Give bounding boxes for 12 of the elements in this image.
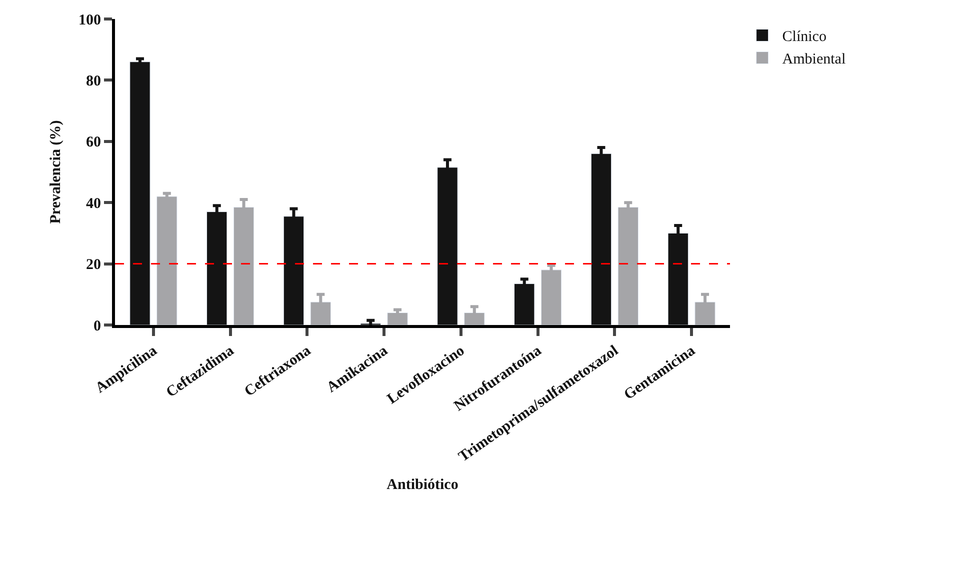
y-tick-label: 60 xyxy=(86,134,101,151)
y-tick-label: 40 xyxy=(86,196,101,212)
y-axis-title: Prevalencia (%) xyxy=(48,120,64,224)
x-axis-title: Antibiótico xyxy=(386,477,458,494)
bar xyxy=(130,62,150,325)
y-tick-label: 80 xyxy=(86,73,101,90)
legend-label: Ambiental xyxy=(782,52,846,68)
y-tick-label: 0 xyxy=(94,318,101,334)
y-tick-label: 20 xyxy=(86,257,101,274)
bar xyxy=(156,196,178,325)
y-tick-label: 100 xyxy=(78,12,101,28)
legend-label: Clínico xyxy=(782,29,826,46)
